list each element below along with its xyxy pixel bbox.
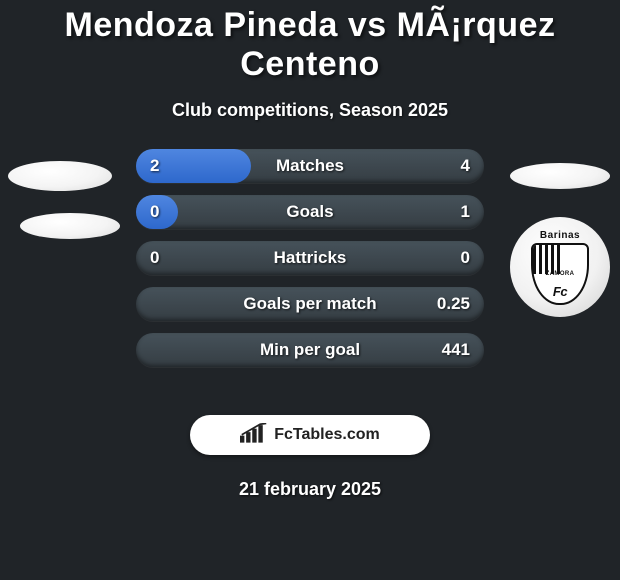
left-badge-1 — [8, 161, 112, 191]
left-badge-2 — [20, 213, 120, 239]
stat-label: Matches — [136, 149, 484, 183]
stat-row: 441Min per goal — [136, 333, 484, 367]
comparison-stage: Barinas ZAMORA Fc 24Matches01Goals00Hatt… — [0, 161, 620, 391]
crest-shield: ZAMORA Fc — [531, 243, 589, 305]
stat-bars: 24Matches 01Goals 00Hattricks 0.25Goals per… — [136, 149, 484, 379]
right-club-crest: Barinas ZAMORA Fc — [510, 217, 610, 317]
brand-chart-icon — [240, 423, 268, 448]
right-badge-1 — [510, 163, 610, 189]
stat-row: 24Matches — [136, 149, 484, 183]
stat-row: 01Goals — [136, 195, 484, 229]
date-line: 21 february 2025 — [0, 479, 620, 500]
stat-label: Hattricks — [136, 241, 484, 275]
crest-mid-text: ZAMORA — [533, 271, 587, 277]
brand-pill: FcTables.com — [190, 415, 430, 455]
stat-row: 0.25Goals per match — [136, 287, 484, 321]
brand-text: FcTables.com — [274, 426, 380, 444]
subtitle: Club competitions, Season 2025 — [0, 100, 620, 121]
crest-top-text: Barinas — [540, 230, 580, 241]
stat-label: Goals — [136, 195, 484, 229]
page-title: Mendoza Pineda vs MÃ¡rquez Centeno — [0, 0, 620, 84]
stat-label: Min per goal — [136, 333, 484, 367]
stat-label: Goals per match — [136, 287, 484, 321]
stat-row: 00Hattricks — [136, 241, 484, 275]
crest-fc-text: Fc — [533, 284, 587, 299]
